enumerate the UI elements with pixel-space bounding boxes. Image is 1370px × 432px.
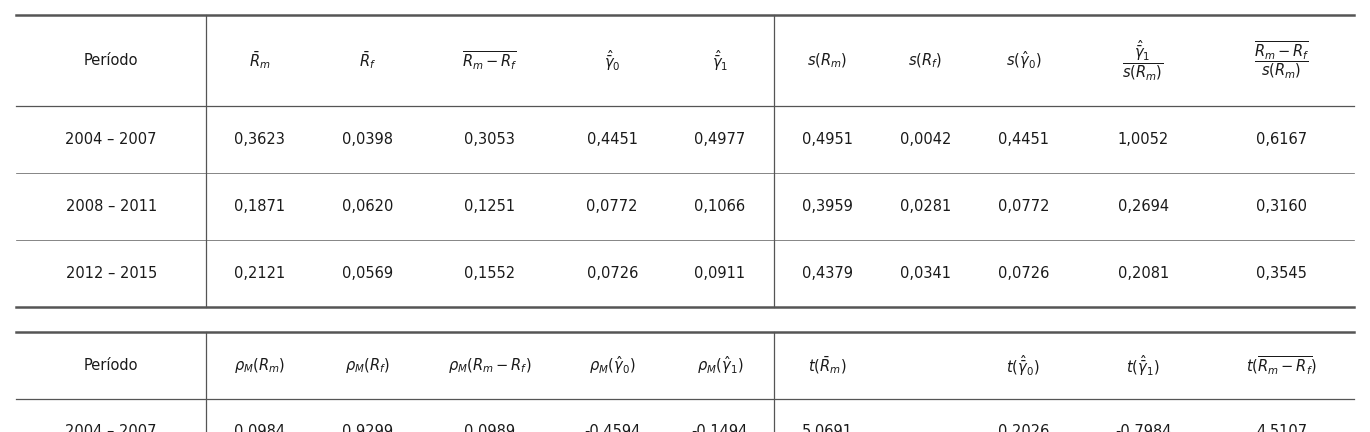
Text: -0,1494: -0,1494 (692, 424, 748, 432)
Text: 0,4951: 0,4951 (801, 132, 854, 147)
Text: $s(R_f)$: $s(R_f)$ (908, 51, 943, 70)
Text: 0,1871: 0,1871 (234, 199, 285, 214)
Text: $\rho_M(\hat{\gamma}_1)$: $\rho_M(\hat{\gamma}_1)$ (697, 354, 743, 376)
Text: 0,0726: 0,0726 (586, 266, 638, 281)
Text: 0,2121: 0,2121 (234, 266, 285, 281)
Text: $\rho_M(R_f)$: $\rho_M(R_f)$ (345, 356, 390, 375)
Text: $\rho_M(\hat{\gamma}_0)$: $\rho_M(\hat{\gamma}_0)$ (589, 354, 636, 376)
Text: 0,0911: 0,0911 (695, 266, 745, 281)
Text: 0,3623: 0,3623 (234, 132, 285, 147)
Text: 0,0620: 0,0620 (342, 199, 393, 214)
Text: $\hat{\bar{\gamma}}_0$: $\hat{\bar{\gamma}}_0$ (604, 48, 621, 73)
Text: 0,3160: 0,3160 (1256, 199, 1307, 214)
Text: $s(R_m)$: $s(R_m)$ (807, 51, 848, 70)
Text: 0,2026: 0,2026 (997, 424, 1049, 432)
Text: 0,6167: 0,6167 (1256, 132, 1307, 147)
Text: 0,0281: 0,0281 (900, 199, 951, 214)
Text: 0,3545: 0,3545 (1256, 266, 1307, 281)
Text: $t(\hat{\bar{\gamma}}_0)$: $t(\hat{\bar{\gamma}}_0)$ (1007, 353, 1040, 378)
Text: 0,1552: 0,1552 (464, 266, 515, 281)
Text: 0,1251: 0,1251 (464, 199, 515, 214)
Text: 0,4451: 0,4451 (586, 132, 637, 147)
Text: 0,0042: 0,0042 (900, 132, 951, 147)
Text: $\hat{\bar{\gamma}}_1$: $\hat{\bar{\gamma}}_1$ (711, 48, 727, 73)
Text: 0,4451: 0,4451 (997, 132, 1049, 147)
Text: $t(\bar{R}_m)$: $t(\bar{R}_m)$ (808, 355, 847, 376)
Text: 0,1066: 0,1066 (695, 199, 745, 214)
Text: $s(\hat{\gamma}_0)$: $s(\hat{\gamma}_0)$ (1006, 50, 1041, 71)
Text: Período: Período (84, 53, 138, 68)
Text: Período: Período (84, 358, 138, 373)
Text: 0,0569: 0,0569 (342, 266, 393, 281)
Text: 0,4977: 0,4977 (695, 132, 745, 147)
Text: $t(\hat{\bar{\gamma}}_1)$: $t(\hat{\bar{\gamma}}_1)$ (1126, 353, 1160, 378)
Text: $t(\overline{R_m - R_f})$: $t(\overline{R_m - R_f})$ (1247, 354, 1317, 377)
Text: $\rho_M(R_m)$: $\rho_M(R_m)$ (234, 356, 285, 375)
Text: 0,3053: 0,3053 (464, 132, 515, 147)
Text: 0,0984: 0,0984 (234, 424, 285, 432)
Text: 2004 – 2007: 2004 – 2007 (66, 424, 158, 432)
Text: $\bar{R}_m$: $\bar{R}_m$ (249, 50, 271, 71)
Text: $\rho_M(R_m - R_f)$: $\rho_M(R_m - R_f)$ (448, 356, 532, 375)
Text: 0,3959: 0,3959 (801, 199, 854, 214)
Text: 4,5107: 4,5107 (1256, 424, 1307, 432)
Text: 0,0989: 0,0989 (464, 424, 515, 432)
Text: -0,4594: -0,4594 (584, 424, 640, 432)
Text: 0,2081: 0,2081 (1118, 266, 1169, 281)
Text: 0,0726: 0,0726 (997, 266, 1049, 281)
Text: $\overline{R_m - R_f}$: $\overline{R_m - R_f}$ (462, 49, 518, 72)
Text: 0,0341: 0,0341 (900, 266, 951, 281)
Text: 2008 – 2011: 2008 – 2011 (66, 199, 158, 214)
Text: 0,0398: 0,0398 (342, 132, 393, 147)
Text: 0,4379: 0,4379 (801, 266, 854, 281)
Text: 2012 – 2015: 2012 – 2015 (66, 266, 158, 281)
Text: 2004 – 2007: 2004 – 2007 (66, 132, 158, 147)
Text: 1,0052: 1,0052 (1118, 132, 1169, 147)
Text: -0,7984: -0,7984 (1115, 424, 1171, 432)
Text: $\bar{R}_f$: $\bar{R}_f$ (359, 50, 377, 71)
Text: 0,2694: 0,2694 (1118, 199, 1169, 214)
Text: 0,0772: 0,0772 (586, 199, 638, 214)
Text: $\dfrac{\overline{R_m - R_f}}{s(R_m)}$: $\dfrac{\overline{R_m - R_f}}{s(R_m)}$ (1254, 40, 1310, 81)
Text: 0,9299: 0,9299 (342, 424, 393, 432)
Text: 5,0691: 5,0691 (801, 424, 854, 432)
Text: 0,0772: 0,0772 (997, 199, 1049, 214)
Text: $\dfrac{\hat{\bar{\gamma}}_1}{s(R_m)}$: $\dfrac{\hat{\bar{\gamma}}_1}{s(R_m)}$ (1122, 38, 1164, 83)
